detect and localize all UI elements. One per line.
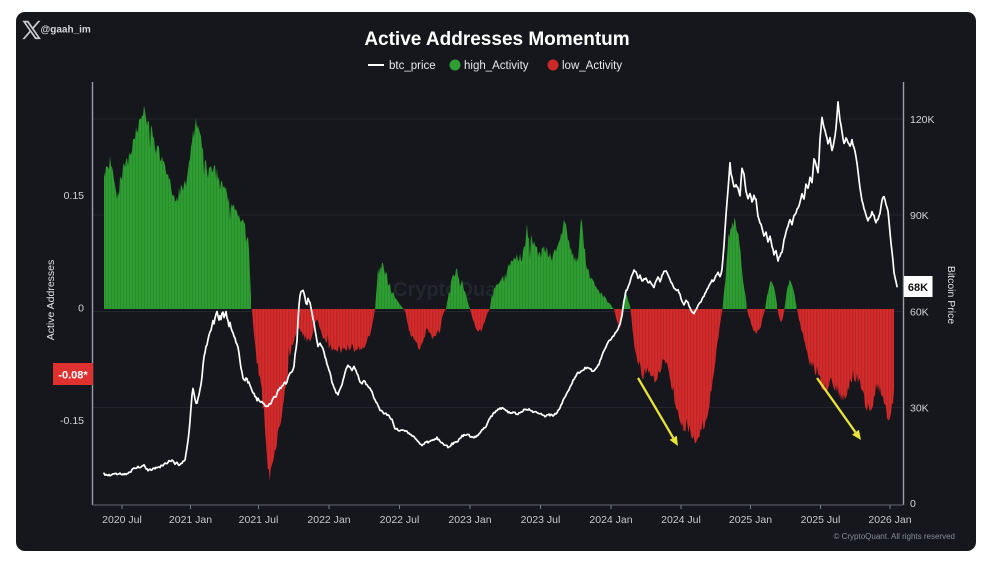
svg-text:Bitcoin Price: Bitcoin Price <box>945 266 957 325</box>
svg-text:60K: 60K <box>910 306 929 318</box>
svg-text:2022 Jan: 2022 Jan <box>307 514 350 526</box>
svg-text:30K: 30K <box>910 402 929 414</box>
svg-text:0: 0 <box>78 303 84 315</box>
svg-text:2022 Jul: 2022 Jul <box>380 514 420 526</box>
svg-text:btc_price: btc_price <box>389 60 436 72</box>
svg-text:2025 Jan: 2025 Jan <box>729 514 772 526</box>
svg-text:0: 0 <box>910 498 916 510</box>
svg-text:2020 Jul: 2020 Jul <box>102 514 142 526</box>
svg-text:2026 Jan: 2026 Jan <box>868 514 911 526</box>
svg-text:Active Addresses: Active Addresses <box>45 260 57 341</box>
svg-text:Active Addresses Momentum: Active Addresses Momentum <box>364 29 629 50</box>
svg-text:2021 Jul: 2021 Jul <box>239 514 279 526</box>
svg-text:90K: 90K <box>910 210 929 222</box>
svg-text:high_Activity: high_Activity <box>464 60 529 72</box>
svg-text:@gaah_im: @gaah_im <box>41 25 91 36</box>
svg-text:low_Activity: low_Activity <box>562 60 622 72</box>
svg-text:0.15: 0.15 <box>64 190 85 202</box>
svg-text:2023 Jul: 2023 Jul <box>521 514 561 526</box>
svg-text:-0.15: -0.15 <box>60 415 84 427</box>
svg-text:© CryptoQuant. All rights rese: © CryptoQuant. All rights reserved <box>834 532 956 541</box>
svg-text:2025 Jul: 2025 Jul <box>801 514 841 526</box>
svg-text:2024 Jul: 2024 Jul <box>661 514 701 526</box>
svg-text:2021 Jan: 2021 Jan <box>169 514 212 526</box>
svg-text:120K: 120K <box>910 114 935 126</box>
svg-text:-0.08*: -0.08* <box>58 370 88 382</box>
svg-text:2023 Jan: 2023 Jan <box>448 514 491 526</box>
svg-text:2024 Jan: 2024 Jan <box>589 514 632 526</box>
svg-text:68K: 68K <box>908 282 928 294</box>
